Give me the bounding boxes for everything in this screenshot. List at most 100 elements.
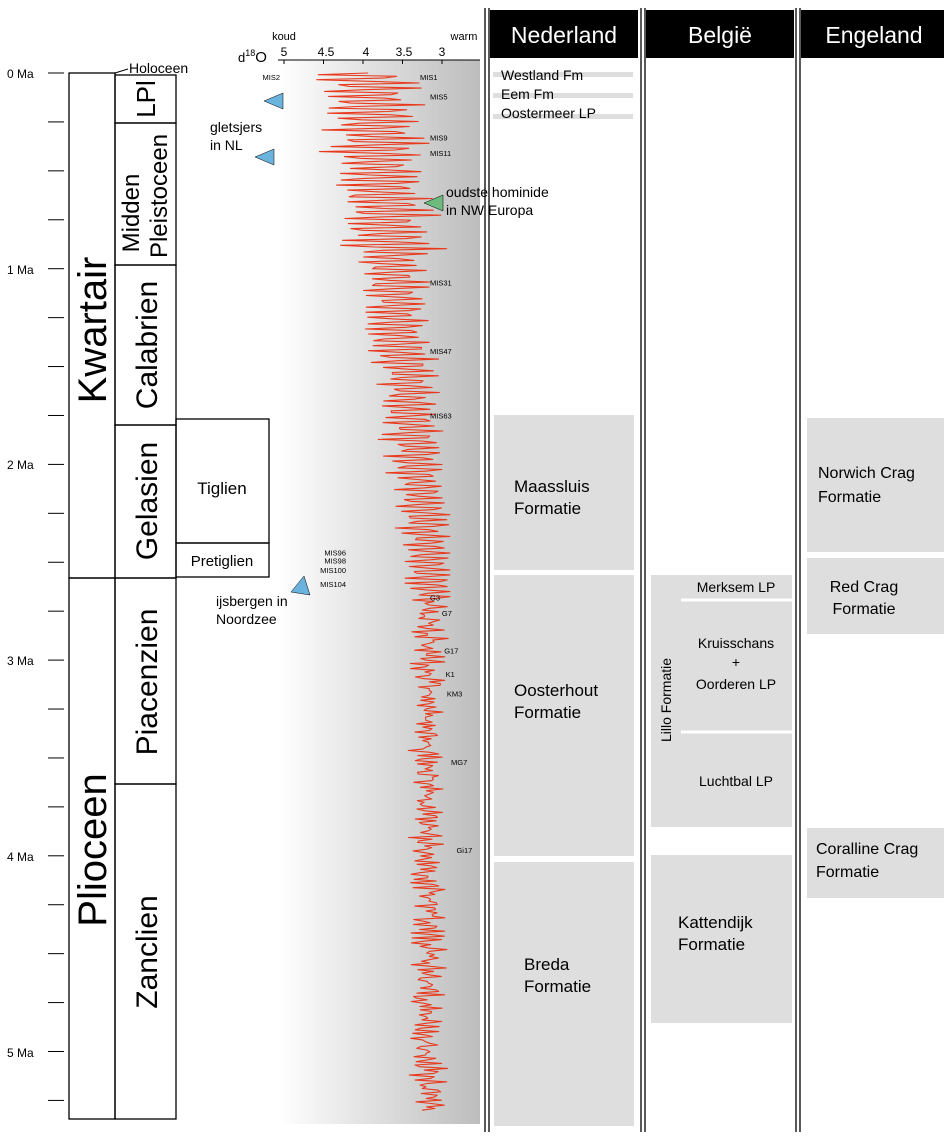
hominid-event-triangle bbox=[423, 194, 444, 212]
be-units: Lillo Formatie Merksem LP Kruisschans + … bbox=[651, 575, 792, 1023]
oosterhout-label-line1: Oosterhout bbox=[514, 681, 598, 700]
norwich-label-line2: Formatie bbox=[818, 489, 881, 506]
dutch-stage-tiglien-label: Tiglien bbox=[197, 479, 246, 498]
norwich-label-line1: Norwich Crag bbox=[818, 465, 915, 482]
stage-zanclien-box bbox=[114, 783, 177, 1120]
age-label-4: 4 Ma bbox=[7, 850, 34, 864]
mis-label-mis2: MIS2 bbox=[262, 73, 280, 82]
mis-label-mis98: MIS98 bbox=[324, 556, 346, 565]
be-header: België bbox=[688, 22, 752, 48]
glacier-event-triangle-lower bbox=[254, 148, 275, 166]
mis-label-mg7: MG7 bbox=[451, 758, 467, 767]
coralline-label-line1: Coralline Crag bbox=[816, 841, 918, 858]
luchtbal-label: Luchtbal LP bbox=[699, 773, 773, 789]
oostermeer-bar bbox=[493, 114, 633, 119]
merksem-label: Merksem LP bbox=[697, 579, 776, 595]
isotope-axis-symbol: d18O bbox=[238, 48, 267, 66]
coralline-label-line2: Formatie bbox=[816, 864, 879, 881]
maassluis-label-line1: Maassluis bbox=[514, 477, 590, 496]
oostermeer-label: Oostermeer LP bbox=[501, 105, 596, 121]
age-tick-marks bbox=[48, 72, 64, 1101]
kattendijk-label-line2: Formatie bbox=[678, 935, 745, 954]
region-headers: Nederland België Engeland bbox=[490, 10, 944, 58]
mis-label-g3: G3 bbox=[430, 593, 440, 602]
norwich-box bbox=[807, 418, 944, 552]
red-crag-label-line2: Formatie bbox=[832, 601, 895, 618]
isotope-tick-marks bbox=[283, 60, 443, 64]
system-pliocene-label: Plioceen bbox=[71, 773, 115, 926]
stage-midden-label: Midden bbox=[118, 174, 145, 253]
mis-label-mis1: MIS1 bbox=[420, 73, 438, 82]
iceberg-event-label-line2: Noordzee bbox=[216, 611, 277, 627]
mis-label-mis63: MIS63 bbox=[430, 411, 452, 420]
chronostratigraphy bbox=[68, 68, 270, 1120]
stage-lpl-label: LPl bbox=[131, 80, 161, 118]
event-markers: gletsjers in NL oudste hominide in NW Eu… bbox=[210, 92, 549, 627]
mis-label-gi17: Gi17 bbox=[456, 846, 472, 855]
iceberg-event-triangle bbox=[290, 575, 311, 596]
holocene-leader-line bbox=[114, 68, 129, 74]
coralline-box bbox=[807, 828, 944, 898]
mis-label-mis47: MIS47 bbox=[430, 347, 452, 356]
isotope-tick-label-5: 5 bbox=[281, 45, 288, 59]
age-label-2: 2 Ma bbox=[7, 458, 34, 472]
nl-header: Nederland bbox=[511, 22, 617, 48]
kruisschans-label-line2: + bbox=[732, 654, 740, 670]
stage-gelasien-label: Gelasien bbox=[131, 442, 164, 560]
kruisschans-label-line3: Oorderen LP bbox=[696, 676, 776, 692]
warm-label: warm bbox=[450, 31, 478, 43]
system-quaternary-label: Kwartair bbox=[71, 257, 115, 404]
isotope-tick-label-4: 4 bbox=[363, 45, 370, 59]
glacier-event-label-line1: gletsjers bbox=[210, 119, 262, 135]
glacier-event-label-line2: in NL bbox=[210, 137, 243, 153]
chronostratigraphy-labels: Holoceen Kwartair Plioceen LPl Midden Pl… bbox=[71, 60, 253, 1009]
nl-header-box bbox=[490, 10, 638, 58]
kattendijk-label-line1: Kattendijk bbox=[678, 913, 753, 932]
en-header: Engeland bbox=[825, 22, 922, 48]
hominid-event-label-line2: in NW Europa bbox=[446, 202, 533, 218]
marine-isotope-stage-labels: MIS2 MIS1 MIS5 MIS9 MIS11 MIS31 MIS47 MIS63 MIS9… bbox=[262, 73, 472, 855]
red-crag-box bbox=[807, 558, 944, 634]
mis-label-mis5: MIS5 bbox=[430, 92, 448, 101]
nl-units: Westland Fm Eem Fm Oostermeer LP Maasslu… bbox=[493, 67, 634, 1126]
age-label-3: 3 Ma bbox=[7, 654, 34, 668]
mis-label-mis31: MIS31 bbox=[430, 278, 452, 287]
westland-bar bbox=[493, 72, 633, 77]
holocene-label: Holoceen bbox=[129, 60, 188, 76]
kattendijk-box bbox=[651, 855, 792, 1023]
isotope-tick-label-4.5: 4.5 bbox=[318, 45, 335, 59]
mis-label-mis104: MIS104 bbox=[320, 580, 346, 589]
isotope-curve-line bbox=[316, 72, 451, 1111]
lillo-box bbox=[651, 575, 792, 827]
en-header-box bbox=[801, 10, 944, 58]
isotope-tick-label-3.5: 3.5 bbox=[396, 45, 413, 59]
age-label-0: 0 Ma bbox=[7, 67, 34, 81]
mis-label-mis96: MIS96 bbox=[324, 548, 346, 557]
iceberg-event-label-line1: ijsbergen in bbox=[216, 593, 288, 609]
kruisschans-label-line1: Kruisschans bbox=[698, 635, 774, 651]
eem-bar bbox=[493, 93, 633, 98]
oosterhout-label-line2: Formatie bbox=[514, 703, 581, 722]
be-header-box bbox=[646, 10, 794, 58]
region-column-frames bbox=[484, 8, 801, 1132]
mis-label-mis11: MIS11 bbox=[430, 149, 451, 158]
red-crag-label-line1: Red Crag bbox=[830, 579, 898, 596]
age-label-5: 5 Ma bbox=[7, 1046, 34, 1060]
breda-label-line1: Breda bbox=[524, 955, 570, 974]
eem-label: Eem Fm bbox=[501, 86, 554, 102]
breda-box bbox=[494, 862, 634, 1126]
glacier-event-triangle-upper bbox=[263, 92, 284, 110]
dutch-stage-pretiglien-label: Pretiglien bbox=[191, 553, 254, 570]
maassluis-label-line2: Formatie bbox=[514, 499, 581, 518]
dutch-stage-pretiglien-box bbox=[175, 542, 270, 578]
mis-label-g7: G7 bbox=[442, 609, 452, 618]
hominid-event-label-line1: oudste hominide bbox=[446, 184, 549, 200]
breda-label-line2: Formatie bbox=[524, 977, 591, 996]
mis-label-g17: G17 bbox=[444, 646, 458, 655]
en-units: Norwich Crag Formatie Red Crag Formatie … bbox=[807, 418, 944, 898]
westland-label: Westland Fm bbox=[501, 67, 583, 83]
stage-piacenzien-label: Piacenzien bbox=[131, 609, 164, 756]
stage-pleistoceen-label: Pleistoceen bbox=[146, 134, 173, 258]
lillo-label: Lillo Formatie bbox=[658, 658, 674, 742]
